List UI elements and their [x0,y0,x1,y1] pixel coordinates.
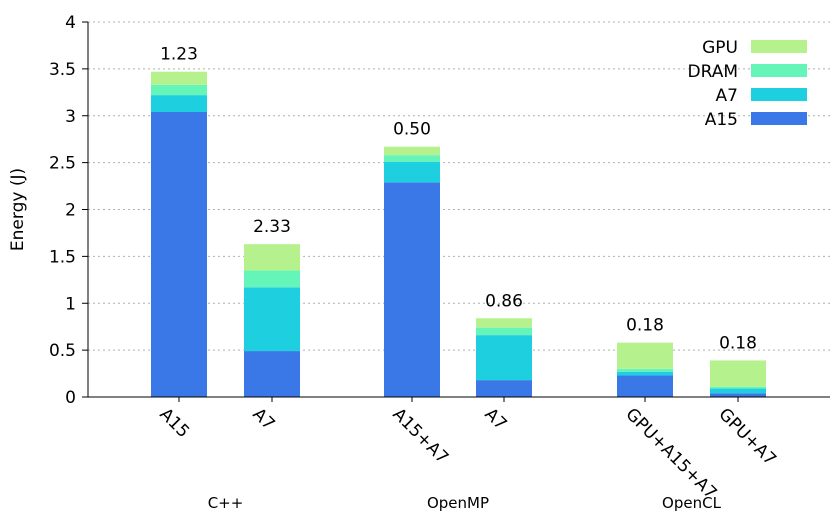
bar-segment-gpu [476,318,532,328]
x-tick-label: GPU+A15+A7 [621,404,720,503]
legend-swatch-a15 [751,112,807,125]
bar-segment-a7 [151,95,207,112]
bar-segment-gpu [151,71,207,85]
legend: GPU DRAM A7 A15 [687,38,807,130]
bar-segment-dram [151,84,207,96]
bar-segment-gpu [244,244,300,271]
bar-value-label: 0.18 [719,333,757,353]
legend-swatch-gpu [751,40,807,53]
bar-segment-dram [710,386,766,389]
y-tick-label: 3 [65,107,76,127]
bar-segment-dram [617,368,673,372]
legend-label: DRAM [687,62,738,82]
bar-value-label: 0.50 [393,120,431,140]
bar-segment-gpu [384,146,440,156]
group-label: OpenMP [427,494,489,512]
bar-segment-gpu [617,342,673,369]
bar-value-label: 0.18 [626,316,664,336]
x-tick-label: A7 [248,404,278,434]
bar-segment-a15 [151,112,207,397]
bar-segment-a15 [244,351,300,397]
y-axis-title: Energy (J) [8,168,28,251]
legend-label: GPU [702,38,738,58]
grid-lines [88,21,830,351]
x-tick-label: A15 [155,404,193,442]
group-label: C++ [208,494,244,512]
bar-segment-a7 [617,371,673,376]
bar-segment-a15 [617,375,673,397]
y-tick-label: 2.5 [49,154,76,174]
y-tick-label: 2 [65,201,76,221]
bar-segment-a7 [384,161,440,183]
x-tick-label: A15+A7 [388,404,452,468]
bar-value-label: 2.33 [253,217,291,237]
bar-labels: 1.23 2.33 0.50 0.86 0.18 0.18 [160,45,757,354]
group-label: OpenCL [662,494,722,512]
bar-segment-a15 [476,380,532,397]
legend-label: A15 [705,110,738,130]
bar-segment-gpu [710,360,766,387]
bar-segment-dram [476,327,532,336]
bar-segment-a7 [244,287,300,352]
bars [151,71,766,397]
bar-segment-a7 [476,335,532,381]
legend-label: A7 [716,86,738,106]
bar-value-label: 0.86 [485,291,523,311]
y-tick-label: 0 [65,388,76,408]
y-tick-label: 3.5 [49,60,76,80]
bar-segment-a15 [384,182,440,397]
bar-value-label: 1.23 [160,45,198,65]
bar-segment-a7 [710,388,766,394]
bar-segment-dram [244,270,300,288]
bar-segment-a15 [710,393,766,397]
y-tick-label: 1.5 [49,247,76,267]
x-tick-label: GPU+A7 [714,404,779,469]
y-tick-label: 0.5 [49,341,76,361]
bar-segment-dram [384,155,440,162]
y-tick-label: 4 [65,13,76,33]
x-tick-label: A7 [480,404,510,434]
y-tick-label: 1 [65,294,76,314]
legend-swatch-a7 [751,88,807,101]
legend-swatch-dram [751,64,807,77]
